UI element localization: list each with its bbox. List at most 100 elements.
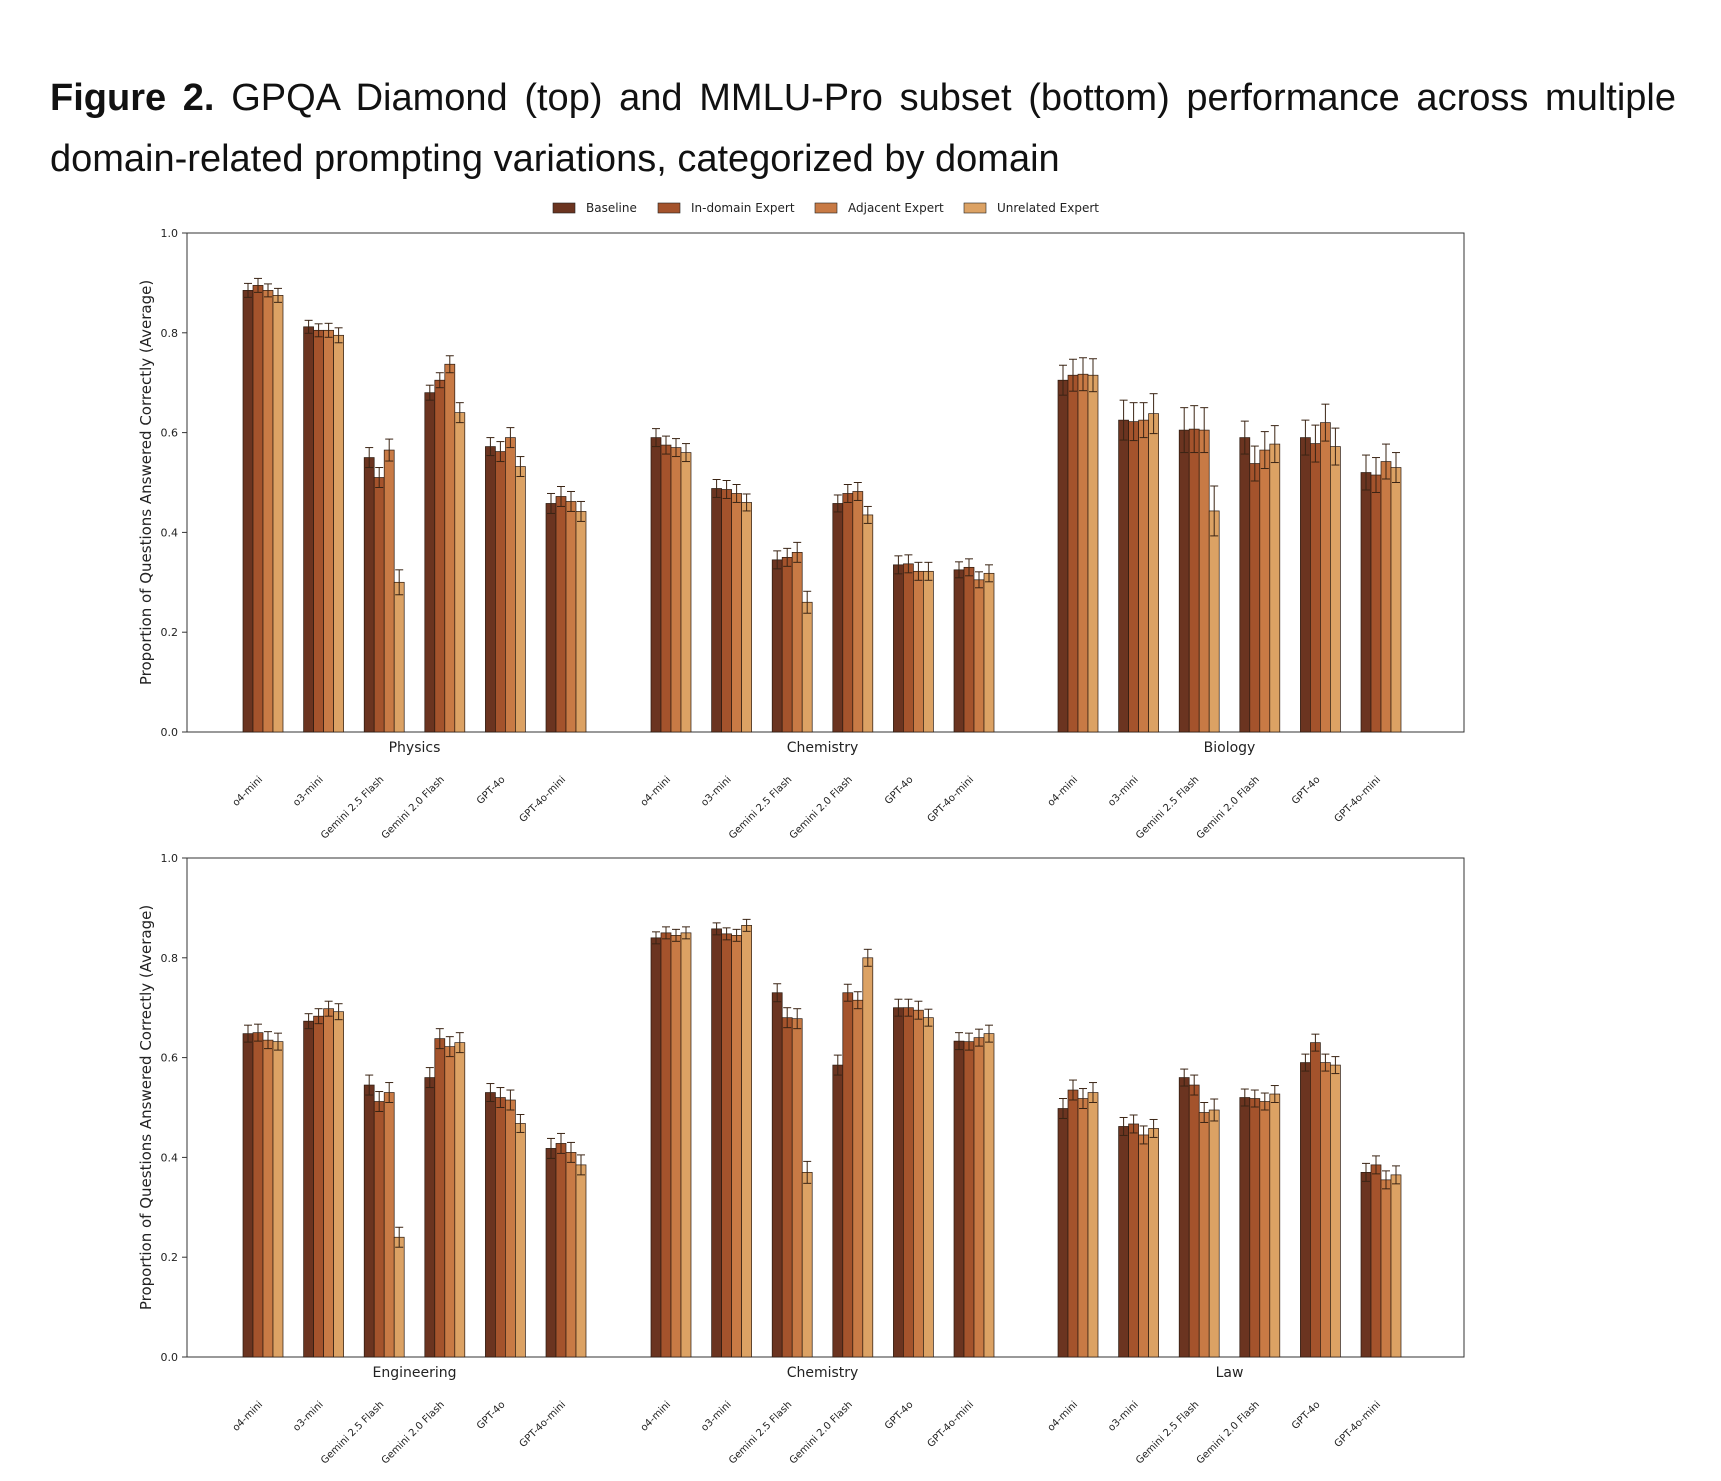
model-tick-label: Gemini 2.5 Flash (319, 1399, 386, 1466)
bar (555, 1143, 567, 1358)
caption-text: GPQA Diamond (top) and MMLU-Pro subset (… (50, 77, 1676, 180)
bar (731, 934, 742, 1358)
y-tick-label: 0.4 (161, 526, 179, 539)
model-tick-label: Gemini 2.0 Flash (1195, 774, 1262, 841)
bar (1239, 437, 1251, 733)
bar (1380, 461, 1392, 733)
bar (923, 570, 934, 733)
domain-label: Physics (389, 740, 441, 756)
bar (791, 1018, 803, 1358)
bar (711, 928, 722, 1358)
bar (1259, 1101, 1271, 1358)
bar (1208, 1109, 1220, 1358)
legend-swatch (657, 202, 681, 214)
bar (303, 1020, 314, 1358)
bar (1128, 1123, 1139, 1358)
bar (1380, 1179, 1392, 1358)
bar (1208, 510, 1220, 733)
bar (1057, 1108, 1069, 1358)
bar (1310, 1042, 1321, 1358)
bar (983, 1033, 995, 1358)
bar (1178, 1077, 1190, 1358)
bar (731, 493, 742, 733)
figure-caption: Figure 2. GPQA Diamond (top) and MMLU-Pr… (50, 68, 1676, 190)
bar (575, 511, 587, 733)
bar (1360, 472, 1372, 733)
bar (1249, 463, 1261, 733)
bar (913, 1009, 924, 1358)
bar (781, 1017, 793, 1358)
bar (485, 446, 496, 733)
bar (565, 1152, 577, 1358)
bar (1239, 1097, 1251, 1358)
bar (393, 581, 405, 733)
bar (444, 1046, 456, 1358)
bar (903, 563, 914, 733)
chart-legend: Baseline In-domain Expert Adjacent Expert U… (552, 201, 1099, 215)
bar (545, 1148, 557, 1358)
bar (444, 363, 456, 733)
y-tick-label: 0.2 (161, 626, 179, 639)
bar (893, 1007, 904, 1358)
bar (1067, 374, 1079, 733)
bar (1330, 1064, 1341, 1358)
bar (660, 932, 672, 1358)
bar (1300, 1062, 1311, 1358)
model-tick-label: Gemini 2.5 Flash (1134, 1399, 1201, 1466)
bar (515, 466, 526, 733)
bar (852, 491, 864, 733)
bar (1390, 467, 1402, 733)
bar (555, 496, 567, 733)
y-tick-label: 1.0 (161, 852, 179, 865)
bar (1118, 1126, 1129, 1358)
caption-label: Figure 2. (50, 77, 215, 119)
bar (495, 451, 506, 733)
model-tick-label: Gemini 2.0 Flash (788, 1399, 855, 1466)
model-tick-label: o3-mini (699, 1399, 733, 1433)
gpqa-diamond-chart: 0.0 0.2 0.4 0.6 0.8 1.0 Proportion of Question… (137, 227, 1465, 842)
y-axis-label: Proportion of Questions Answered Correct… (137, 280, 155, 685)
bar (842, 493, 854, 733)
bar (323, 329, 334, 733)
bar (454, 412, 466, 733)
bar (650, 937, 662, 1358)
bar (721, 489, 732, 733)
bar (680, 452, 692, 733)
bar (1087, 1092, 1099, 1358)
model-tick-label: o4-mini (639, 774, 673, 808)
bar (242, 290, 254, 733)
y-tick-label: 0.0 (161, 1351, 179, 1364)
model-tick-label: o3-mini (291, 774, 325, 808)
legend-swatch (963, 202, 987, 214)
model-tick-label: GPT-4o (475, 774, 508, 807)
model-tick-label: GPT-4o-mini (926, 774, 977, 825)
model-tick-label: o3-mini (699, 774, 733, 808)
bar (801, 601, 813, 733)
model-tick-label: o4-mini (1046, 774, 1080, 808)
bar (923, 1017, 934, 1358)
bar (1138, 419, 1149, 733)
bar (1188, 1084, 1200, 1358)
bar (781, 556, 793, 733)
domain-label: Chemistry (787, 1365, 859, 1381)
bar (485, 1092, 496, 1358)
bar (741, 925, 752, 1358)
bar (565, 501, 577, 733)
bar (1128, 421, 1139, 733)
bar (842, 992, 854, 1358)
bar (434, 1038, 446, 1358)
model-tick-label: GPT-4o (1290, 774, 1323, 807)
bar (272, 295, 284, 733)
model-tick-label: GPT-4o (475, 1399, 508, 1432)
bar (660, 444, 672, 733)
model-tick-label: GPT-4o (883, 1399, 916, 1432)
bar (1198, 1112, 1210, 1358)
bar (1067, 1089, 1079, 1358)
bar (953, 1040, 965, 1358)
bar (1178, 429, 1190, 733)
legend-label: Baseline (586, 201, 637, 215)
bar (893, 564, 904, 733)
model-tick-label: o4-mini (639, 1399, 673, 1433)
plot-frame (186, 232, 1465, 733)
